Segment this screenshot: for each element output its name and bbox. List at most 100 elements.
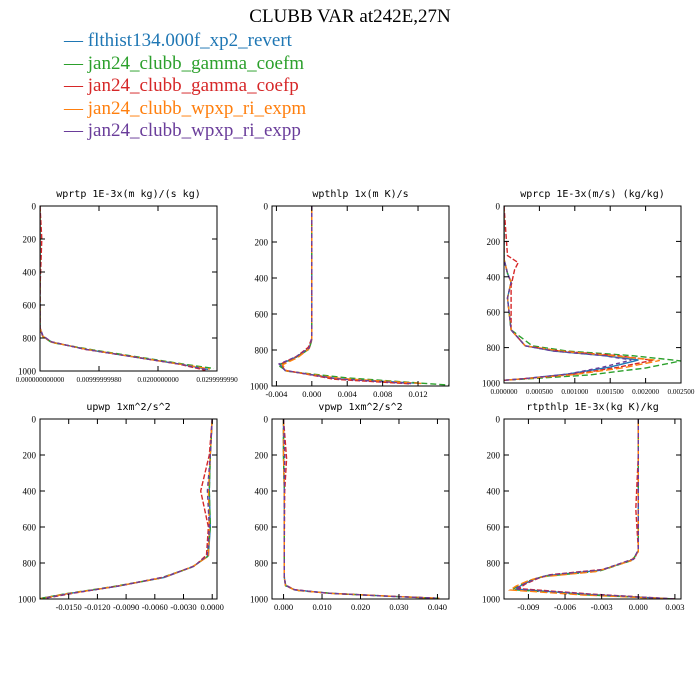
y-tick-label: 600 xyxy=(255,523,269,533)
y-tick-label: 0 xyxy=(264,202,269,212)
figure-title: CLUBB VAR at242E,27N xyxy=(249,6,451,27)
y-tick-label: 800 xyxy=(23,334,37,344)
subplot: vpwp 1xm^2/s^2 0 200 400 600 800 1000 0.000 0.01… xyxy=(250,402,450,612)
y-tick-label: 600 xyxy=(487,523,501,533)
series-line xyxy=(281,206,423,385)
y-tick-label: 1000 xyxy=(18,367,37,377)
series-line xyxy=(282,419,440,599)
legend-label: flthist134.000f_xp2_revert xyxy=(87,30,292,51)
y-tick-label: 600 xyxy=(255,310,269,320)
y-tick-label: 200 xyxy=(23,235,37,245)
series-line xyxy=(276,206,449,386)
legend-item: — flthist134.000f_xp2_revert xyxy=(64,30,292,51)
legend-label: jan24_clubb_gamma_coefm xyxy=(87,52,305,74)
plot-frame xyxy=(39,418,218,600)
series-line xyxy=(41,419,213,599)
x-tick-label: -0.006 xyxy=(554,602,576,612)
x-tick-label: 0.0299999990 xyxy=(196,376,238,384)
x-tick-label: 0.030 xyxy=(389,602,408,612)
y-tick-label: 800 xyxy=(487,559,501,569)
plot-frame xyxy=(39,205,218,372)
subplot: wprcp 1E-3x(m/s) (kg/kg) 0 200 400 600 800 100… xyxy=(482,189,695,396)
x-tick-label: 0.002500 xyxy=(668,388,695,396)
y-tick-label: 200 xyxy=(487,237,501,247)
y-tick-label: 600 xyxy=(23,301,37,311)
y-tick-label: 200 xyxy=(23,451,37,461)
series-line xyxy=(512,419,675,599)
series-line xyxy=(40,206,208,371)
x-tick-label: -0.009 xyxy=(517,602,539,612)
series-line xyxy=(40,206,215,370)
y-tick-label: 0 xyxy=(496,202,501,212)
y-tick-label: 400 xyxy=(255,274,269,284)
y-tick-label: 600 xyxy=(487,308,501,318)
y-tick-label: 800 xyxy=(255,559,269,569)
plot-frame xyxy=(503,205,682,384)
y-tick-label: 1000 xyxy=(18,595,37,605)
x-tick-label: -0.0030 xyxy=(170,602,196,612)
y-tick-label: 600 xyxy=(23,523,37,533)
series-line xyxy=(280,206,410,385)
plot-frame xyxy=(503,418,682,600)
legend-label: jan24_clubb_wpxp_ri_expp xyxy=(87,120,301,141)
legend-item: — jan24_clubb_wpxp_ri_expm xyxy=(64,97,307,119)
legend-item: — jan24_clubb_gamma_coefm xyxy=(64,52,305,74)
x-tick-label: 0.001000 xyxy=(561,388,588,396)
x-tick-label: 0.012 xyxy=(408,389,427,399)
series-line xyxy=(504,206,653,381)
series-line xyxy=(282,419,434,599)
legend-item: — jan24_clubb_gamma_coefp xyxy=(64,75,299,96)
subplot: rtpthlp 1E-3x(kg K)/kg 0 200 400 600 800 1000 -… xyxy=(482,402,684,612)
series-line xyxy=(278,206,419,384)
x-tick-label: 0.0200000000 xyxy=(137,376,179,384)
x-tick-label: -0.0150 xyxy=(56,602,82,612)
y-tick-label: 0 xyxy=(32,415,37,425)
series-line xyxy=(44,419,213,599)
subplot: wprtp 1E-3x(m kg)/(s kg) 0 200 400 600 800 100… xyxy=(16,189,238,384)
subplot-title: vpwp 1xm^2/s^2 xyxy=(318,402,402,413)
x-tick-label: 0.000000 xyxy=(491,388,518,396)
y-tick-label: 1000 xyxy=(482,595,501,605)
subplot-title: upwp 1xm^2/s^2 xyxy=(86,402,170,413)
y-tick-label: 400 xyxy=(487,487,501,497)
y-tick-label: 400 xyxy=(23,487,37,497)
subplot-title: wprtp 1E-3x(m kg)/(s kg) xyxy=(56,189,201,200)
x-tick-label: 0.002000 xyxy=(632,388,659,396)
subplot-title: wpthlp 1x(m K)/s xyxy=(312,189,408,200)
y-tick-label: 0 xyxy=(496,415,501,425)
series-line xyxy=(40,419,213,599)
series-line xyxy=(277,206,414,385)
x-tick-label: 0.000000000000 xyxy=(16,376,65,384)
y-tick-label: 400 xyxy=(255,487,269,497)
y-tick-label: 200 xyxy=(255,451,269,461)
legend-item: — jan24_clubb_wpxp_ri_expp xyxy=(64,120,301,141)
y-tick-label: 1000 xyxy=(250,595,269,605)
x-tick-label: -0.004 xyxy=(265,389,288,399)
series-line xyxy=(43,419,213,599)
y-tick-label: 800 xyxy=(487,343,501,353)
x-tick-label: 0.000 xyxy=(274,602,293,612)
x-tick-label: 0.004 xyxy=(338,389,358,399)
subplot: wpthlp 1x(m K)/s 0 200 400 600 800 1000-0.004 0… xyxy=(250,189,450,399)
x-tick-label: 0.008 xyxy=(373,389,392,399)
y-tick-label: 0 xyxy=(32,202,37,212)
x-tick-label: -0.003 xyxy=(591,602,613,612)
series-line xyxy=(507,419,675,599)
legend: — flthist134.000f_xp2_revert — jan24_clu… xyxy=(64,30,306,143)
y-tick-label: 1000 xyxy=(482,379,501,389)
y-tick-label: 400 xyxy=(487,272,501,282)
y-tick-label: 200 xyxy=(487,451,501,461)
x-tick-label: 0.000500 xyxy=(526,388,553,396)
x-tick-label: -0.0120 xyxy=(84,602,110,612)
series-line xyxy=(282,419,436,599)
x-tick-label: 0.0000 xyxy=(201,602,224,612)
y-tick-label: 200 xyxy=(255,238,269,248)
legend-label: jan24_clubb_gamma_coefp xyxy=(87,75,299,96)
series-line xyxy=(504,206,632,381)
x-tick-label: 0.040 xyxy=(428,602,447,612)
x-tick-label: 0.003 xyxy=(665,602,684,612)
y-tick-label: 1000 xyxy=(250,382,269,392)
series-line xyxy=(282,419,442,599)
